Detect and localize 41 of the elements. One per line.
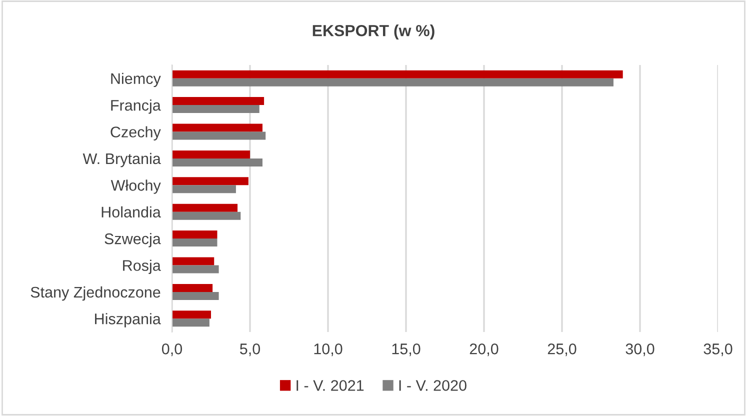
y-tick-label: Czechy: [110, 126, 161, 140]
bar: [172, 78, 614, 86]
y-tick-label: Francja: [111, 100, 161, 114]
bar: [172, 284, 213, 292]
y-tick-label: Rosja: [123, 260, 161, 274]
y-tick-label: W. Brytania: [82, 152, 161, 168]
bar: [172, 257, 214, 266]
bar: [172, 238, 218, 247]
bar: [172, 124, 262, 132]
y-tick-label: Stany Zjednoczone: [30, 286, 160, 301]
bar: [172, 185, 236, 194]
x-tick-label: 30,0: [626, 344, 654, 356]
bar: [172, 310, 211, 319]
bar: [172, 204, 238, 212]
x-tick-label: 20,0: [470, 344, 498, 356]
x-tick-label: 0,0: [162, 344, 182, 356]
y-tick-label: Szwecja: [104, 233, 161, 248]
bar: [172, 177, 248, 186]
bar: [172, 230, 218, 239]
bar: [172, 70, 623, 78]
y-tick-label: Włochy: [110, 180, 161, 194]
x-tick-label: 25,0: [548, 344, 576, 356]
chart-title: EKSPORT (w %): [312, 24, 434, 40]
bar: [172, 292, 219, 300]
bar: [172, 132, 266, 140]
x-tick-label: 5,0: [240, 344, 260, 356]
y-tick-label: Hiszpania: [95, 313, 161, 328]
legend-label: I - V. 2021: [296, 380, 364, 391]
x-tick-label: 10,0: [314, 344, 342, 356]
y-tick-label: Holandia: [102, 206, 161, 218]
bar: [172, 105, 260, 114]
bar: [172, 212, 241, 220]
bar: [172, 97, 264, 106]
bar: [172, 318, 210, 327]
x-tick-label: 35,0: [704, 344, 732, 356]
bar: [172, 265, 219, 274]
x-tick-label: 15,0: [392, 344, 420, 356]
bar: [172, 150, 250, 158]
legend-label: I - V. 2020: [399, 380, 466, 391]
y-tick-label: Niemcy: [111, 72, 161, 88]
bar: [172, 158, 262, 166]
